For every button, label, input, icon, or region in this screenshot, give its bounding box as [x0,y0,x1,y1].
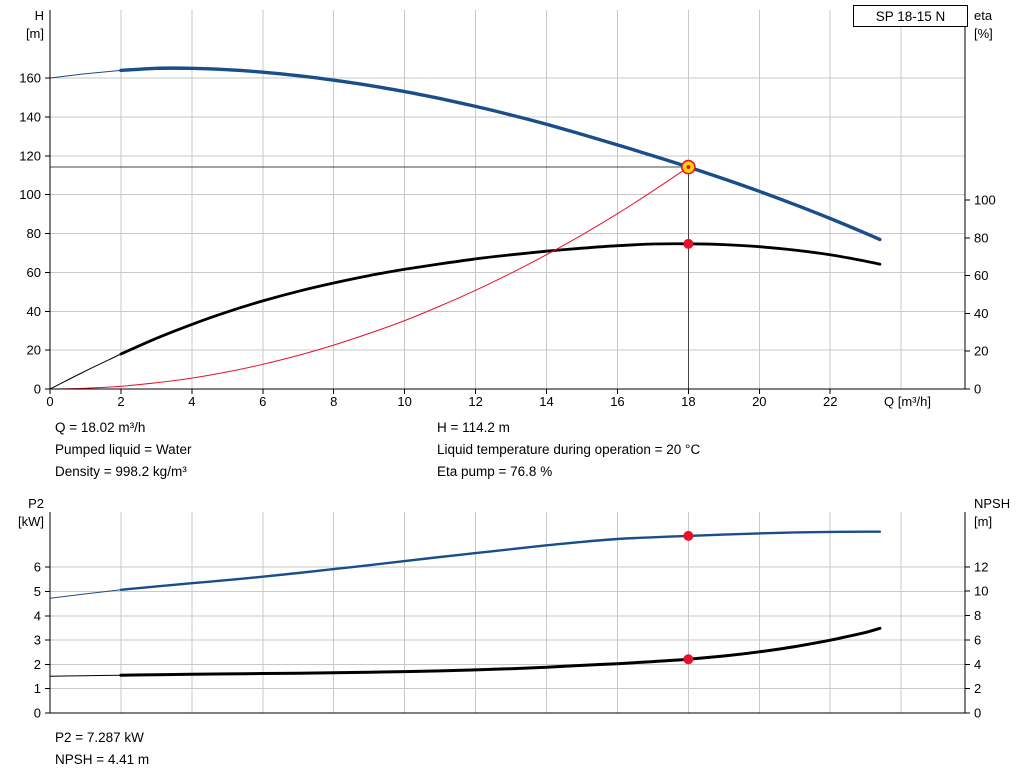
left-axis-unit-label: H [35,8,44,23]
left-axis-tick-label: 2 [34,657,41,672]
left-axis-tick-label: 20 [27,343,41,358]
hq-chart: 0 20 40 60 80 100 120 140 160 0 20 40 60 80 100 0 2 4 6 8 10… [19,8,996,409]
hq-chart-gridlines [50,10,965,389]
x-axis-tick-label: 18 [681,394,695,409]
x-axis-tick-label: 4 [188,394,195,409]
left-axis-tick-label: 120 [19,148,41,163]
left-axis-tick-label: 4 [34,608,41,623]
p2-curve [49,530,882,599]
left-axis-unit-label: [m] [26,26,44,41]
duty-point-results: Q = 18.02 m³/h Pumped liquid = Water Den… [55,417,819,483]
right-axis-tick-label: 8 [974,608,981,623]
right-axis-tick-label: 6 [974,632,981,647]
pump-type-box: SP 18-15 N [853,5,968,27]
left-axis-tick-label: 1 [34,681,41,696]
npsh-point-marker [683,654,694,665]
duty-point-marker[interactable] [681,159,696,175]
right-axis-tick-label: 100 [974,192,996,207]
left-axis-tick-label: 3 [34,633,41,648]
right-axis-tick-label: 60 [974,268,988,283]
left-axis-tick-label: 6 [34,560,41,575]
right-axis-tick-label: 20 [974,344,988,359]
x-axis-tick-label: 6 [259,394,266,409]
left-axis-tick-label: 80 [27,226,41,241]
right-axis-tick-label: 4 [974,657,981,672]
x-axis-tick-label: 12 [468,394,482,409]
duty-results-col1: Q = 18.02 m³/h Pumped liquid = Water Den… [55,417,437,483]
left-axis-tick-label: 160 [19,71,41,86]
x-axis-unit-label: Q [m³/h] [884,394,931,409]
result-head: H = 114.2 m [437,420,510,435]
hq-chart-axes: 0 20 40 60 80 100 120 140 160 0 20 40 60 80 100 0 2 4 6 8 10… [19,10,996,409]
right-axis-tick-label: 80 [974,230,988,245]
duty-results-col2: H = 114.2 m Liquid temperature during op… [437,417,819,483]
x-axis-tick-label: 20 [752,394,766,409]
result-liquid-temperature: Liquid temperature during operation = 20… [437,442,701,457]
left-axis-unit-label: [kW] [18,514,44,529]
result-flow: Q = 18.02 m³/h [55,420,146,435]
left-axis-tick-label: 140 [19,109,41,124]
right-axis-tick-label: 12 [974,559,988,574]
result-density: Density = 998.2 kg/m³ [55,464,187,479]
result-p2: P2 = 7.287 kW [55,730,144,745]
right-axis-tick-label: 10 [974,584,988,599]
left-axis-tick-label: 40 [27,304,41,319]
right-axis-tick-label: 0 [974,382,981,397]
eta-point-marker [683,238,694,249]
eta-curve [49,242,882,390]
head-curve [49,66,882,242]
right-axis-tick-label: 0 [974,706,981,721]
system-curve [49,166,689,390]
right-axis-unit-label: eta [974,8,993,23]
power-npsh-results: P2 = 7.287 kW NPSH = 4.41 m [55,727,149,771]
left-axis-tick-label: 0 [34,382,41,397]
result-npsh: NPSH = 4.41 m [55,752,150,767]
x-axis-tick-label: 16 [610,394,624,409]
x-axis-tick-label: 22 [823,394,837,409]
right-axis-tick-label: 2 [974,681,981,696]
duty-point-crosshair [50,166,689,389]
right-axis-tick-label: 40 [974,306,988,321]
left-axis-tick-label: 100 [19,187,41,202]
x-axis-tick-label: 0 [46,394,53,409]
right-axis-unit-label: [m] [974,514,992,529]
x-axis-tick-label: 14 [539,394,553,409]
left-axis-tick-label: 5 [34,584,41,599]
right-axis-unit-label: [%] [974,26,993,41]
left-axis-tick-label: 0 [34,706,41,721]
p2-npsh-chart-gridlines [50,512,965,713]
x-axis-tick-label: 10 [397,394,411,409]
x-axis-tick-label: 2 [117,394,124,409]
x-axis-tick-label: 8 [330,394,337,409]
p2-point-marker [683,530,694,541]
right-axis-unit-label: NPSH [974,496,1010,511]
npsh-curve [49,626,882,677]
result-eta-pump: Eta pump = 76.8 % [437,464,553,479]
left-axis-tick-label: 60 [27,265,41,280]
result-pumped-liquid: Pumped liquid = Water [55,442,192,457]
left-axis-unit-label: P2 [28,496,44,511]
